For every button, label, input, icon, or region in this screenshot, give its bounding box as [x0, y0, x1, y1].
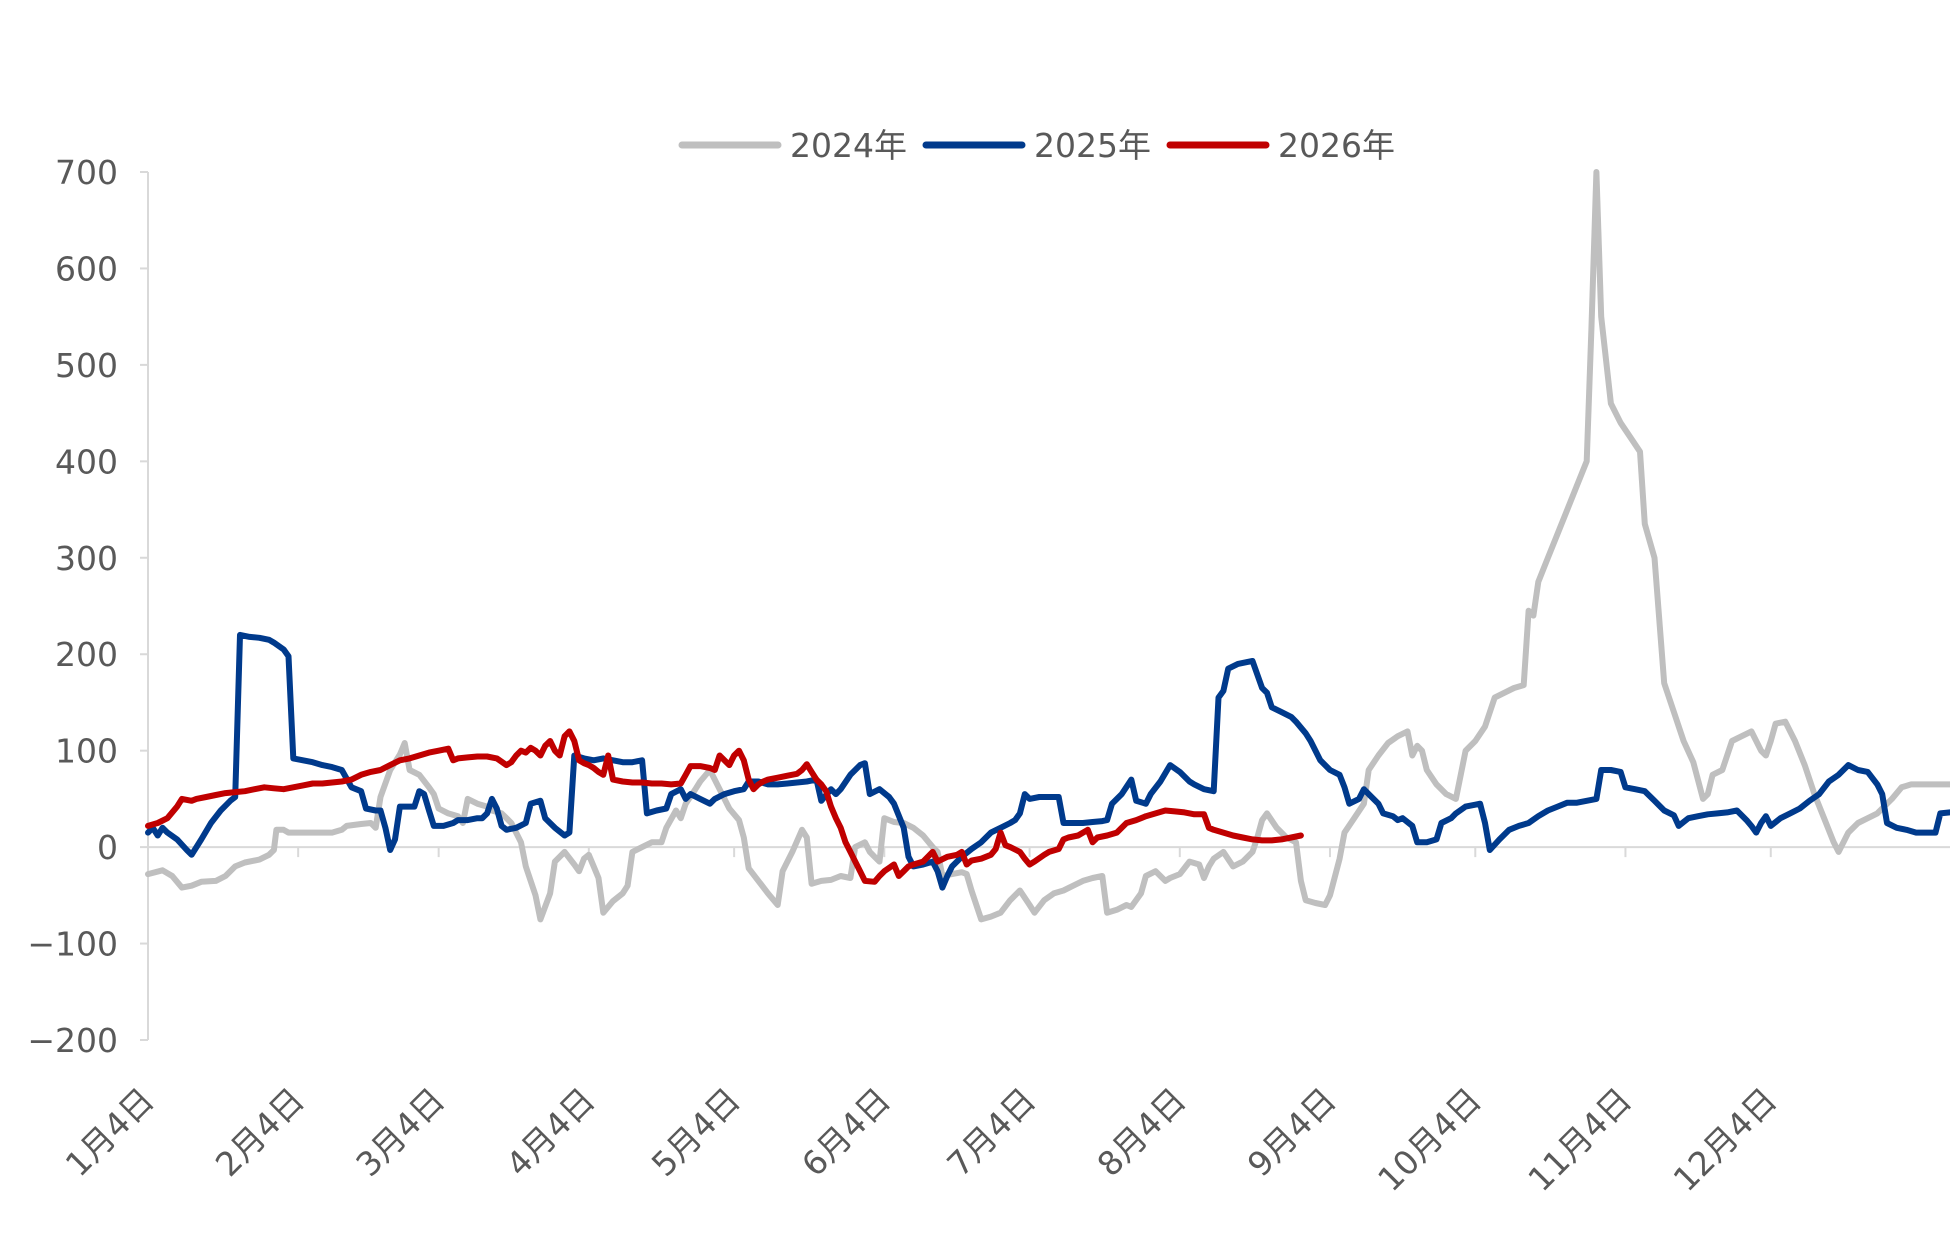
- series-layer: [145, 169, 1950, 923]
- x-tick-label: 3月4日: [348, 1080, 452, 1184]
- x-tick-label: 4月4日: [499, 1080, 603, 1184]
- y-tick-label: 600: [55, 249, 118, 288]
- y-tick-label: 300: [55, 539, 118, 578]
- series-line-2026: [145, 728, 1304, 885]
- y-tick-label: −100: [27, 925, 118, 964]
- x-tick-label: 10月4日: [1370, 1080, 1489, 1199]
- y-tick-label: −200: [27, 1021, 118, 1060]
- x-tick-label: 2月4日: [208, 1080, 312, 1184]
- x-tick-label: 1月4日: [58, 1080, 162, 1184]
- series-line-2025: [145, 631, 1950, 891]
- legend-label: 2026年: [1278, 126, 1395, 165]
- legend-label: 2025年: [1034, 126, 1151, 165]
- y-tick-label: 100: [55, 732, 118, 771]
- y-tick-label: 0: [97, 828, 118, 867]
- x-tick-label: 12月4日: [1666, 1080, 1785, 1199]
- y-tick-label: 400: [55, 442, 118, 481]
- x-axis: 1月4日 2月4日 3月4日 4月4日 5月4日 6月4日 7月4日 8月4日 9月4日 10月4…: [58, 846, 1950, 1199]
- y-tick-label: 200: [55, 635, 118, 674]
- y-tick-label: 500: [55, 346, 118, 385]
- y-axis: −200 −100 0 100 200 300 400 500 600 700: [27, 153, 149, 1060]
- y-tick-label: 700: [55, 153, 118, 192]
- x-tick-label: 5月4日: [644, 1080, 748, 1184]
- series-line-2024: [145, 169, 1950, 923]
- legend: 2024年 2025年 2026年: [678, 126, 1395, 165]
- x-tick-label: 6月4日: [794, 1080, 898, 1184]
- x-tick-label: 7月4日: [939, 1080, 1043, 1184]
- x-tick-label: 8月4日: [1090, 1080, 1194, 1184]
- x-tick-label: 11月4日: [1520, 1080, 1639, 1199]
- legend-label: 2024年: [790, 126, 907, 165]
- x-tick-label: 9月4日: [1240, 1080, 1344, 1184]
